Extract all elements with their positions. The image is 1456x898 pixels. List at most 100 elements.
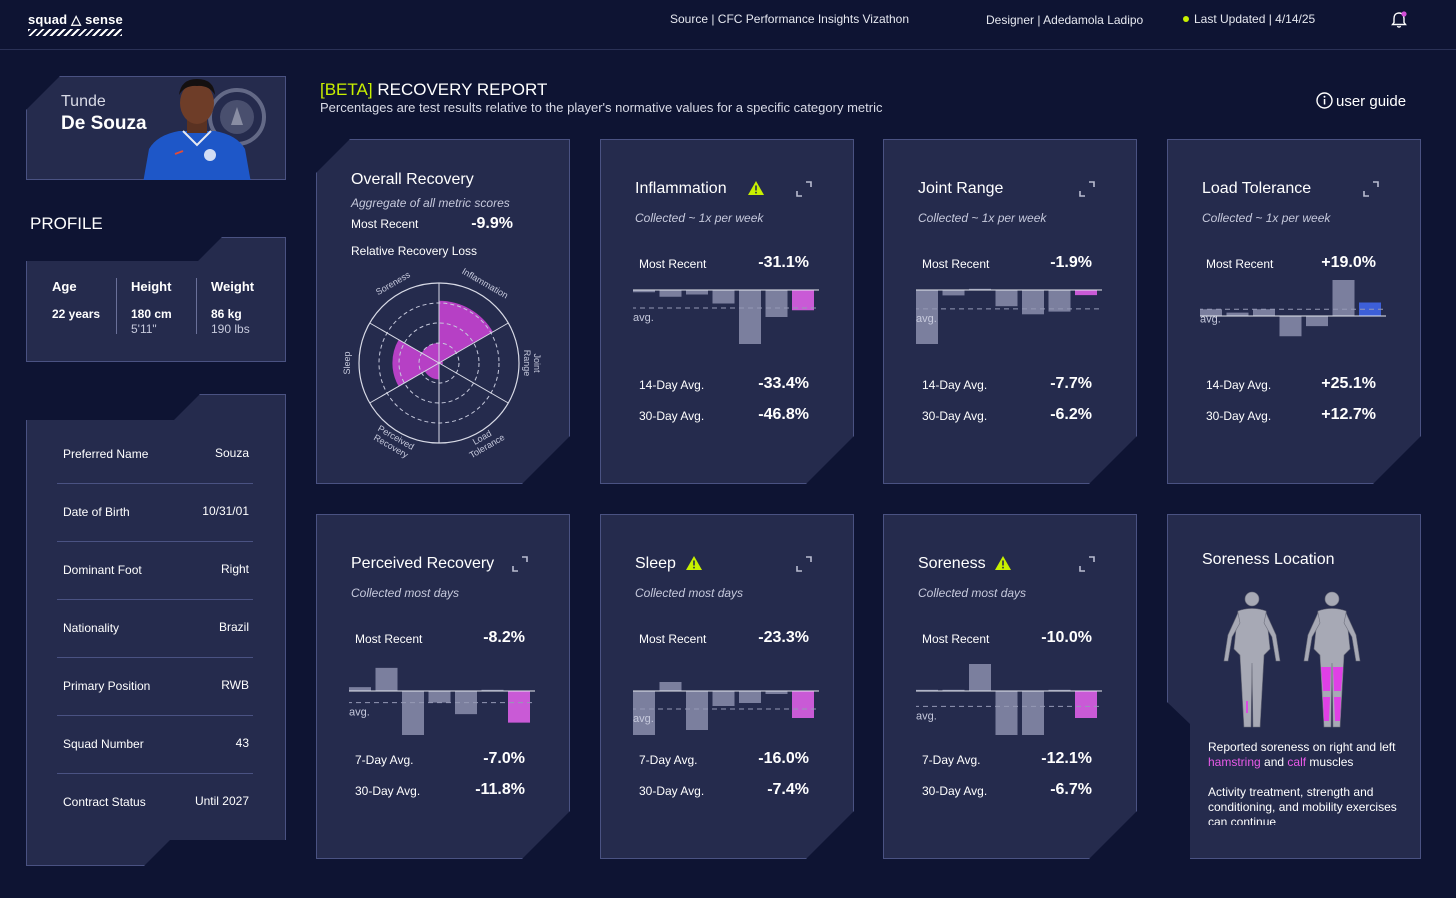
designer-text: Designer | Adedamola Ladipo bbox=[986, 13, 1144, 27]
profile-row-divider bbox=[57, 773, 253, 774]
weight-label: Weight bbox=[211, 279, 255, 294]
chart-bar bbox=[1306, 316, 1328, 326]
soreness-card[interactable]: Soreness Collected most days Most Recent… bbox=[883, 514, 1137, 859]
beta-tag: [BETA] bbox=[320, 80, 373, 99]
profile-row-value: Brazil bbox=[218, 620, 249, 634]
profile-row-label: Contract Status bbox=[63, 795, 146, 809]
radar-wedge bbox=[392, 340, 439, 387]
brand-logo[interactable]: squad △ sense bbox=[28, 12, 123, 28]
player-card: Tunde De Souza bbox=[26, 76, 286, 180]
source-text: Source | CFC Performance Insights Vizath… bbox=[670, 12, 910, 26]
user-guide-link[interactable]: user guide bbox=[1316, 92, 1406, 110]
soreness-avg1-label: 7-Day Avg. bbox=[922, 753, 981, 767]
chart-bar bbox=[508, 691, 530, 723]
sleep-most-recent-value: -23.3% bbox=[758, 629, 809, 646]
chart-bar bbox=[713, 290, 735, 304]
chart-bar bbox=[1200, 309, 1222, 316]
soreness-bar-chart: avg. bbox=[916, 655, 1106, 735]
height-label: Height bbox=[131, 279, 172, 294]
top-bar: squad △ sense Source | CFC Performance I… bbox=[0, 0, 1456, 50]
chart-bar bbox=[402, 691, 424, 735]
perceived-recovery-card[interactable]: Perceived Recovery Collected most days M… bbox=[316, 514, 570, 859]
sleep-avg2-value: -7.4% bbox=[767, 781, 809, 798]
average-label: avg. bbox=[1200, 313, 1221, 325]
chart-bar bbox=[633, 691, 655, 735]
radar-label: Sleep bbox=[342, 351, 352, 374]
load-tolerance-card[interactable]: Load Tolerance Collected ~ 1x per week M… bbox=[1167, 139, 1421, 484]
chart-bar bbox=[713, 691, 735, 706]
sleep-card[interactable]: Sleep Collected most days Most Recent -2… bbox=[600, 514, 854, 859]
expand-icon[interactable] bbox=[795, 555, 813, 573]
profile-stats-card: Age 22 years Height 180 cm 5'11" Weight … bbox=[26, 237, 286, 362]
chart-bar bbox=[969, 289, 991, 290]
inflammation-subtitle: Collected ~ 1x per week bbox=[635, 211, 764, 225]
soreness-desc-prefix: Reported soreness on right and left bbox=[1208, 740, 1396, 754]
sleep-avg1-value: -16.0% bbox=[758, 750, 809, 767]
profile-row-label: Squad Number bbox=[63, 737, 144, 751]
chart-bar bbox=[429, 691, 451, 703]
average-label: avg. bbox=[633, 312, 654, 324]
radar-label: Inflammation bbox=[460, 266, 510, 300]
chart-bar bbox=[1280, 316, 1302, 336]
average-label: avg. bbox=[349, 707, 370, 719]
expand-icon[interactable] bbox=[795, 180, 813, 198]
player-first-name: Tunde bbox=[61, 93, 106, 110]
chart-bar bbox=[1022, 290, 1044, 314]
profile-row-label: Primary Position bbox=[63, 679, 151, 693]
sleep-bar-chart: avg. bbox=[633, 655, 823, 735]
inflammation-avg2-value: -46.8% bbox=[758, 406, 809, 423]
profile-heading: PROFILE bbox=[30, 214, 103, 233]
soreness-most-recent-value: -10.0% bbox=[1041, 629, 1092, 646]
sleep-subtitle: Collected most days bbox=[635, 586, 744, 600]
chart-bar bbox=[943, 690, 965, 691]
triangle-icon: △ bbox=[71, 12, 82, 27]
profile-row-value: Until 2027 bbox=[194, 794, 249, 808]
joint-range-avg2-label: 30-Day Avg. bbox=[922, 409, 988, 423]
profile-row-label: Preferred Name bbox=[63, 447, 149, 461]
joint-range-card[interactable]: Joint Range Collected ~ 1x per week Most… bbox=[883, 139, 1137, 484]
sore-muscles bbox=[1246, 667, 1343, 721]
inflammation-card[interactable]: Inflammation Collected ~ 1x per week Mos… bbox=[600, 139, 854, 484]
weight-value: 86 kg bbox=[211, 307, 242, 321]
inflammation-bar-chart: avg. bbox=[633, 280, 823, 360]
perceived-recovery-avg2-value: -11.8% bbox=[475, 781, 525, 798]
perceived-recovery-subtitle: Collected most days bbox=[351, 586, 460, 600]
sleep-avg1-label: 7-Day Avg. bbox=[639, 753, 698, 767]
bell-icon[interactable] bbox=[1389, 10, 1409, 30]
body-map bbox=[1223, 591, 1361, 728]
expand-icon[interactable] bbox=[1078, 555, 1096, 573]
player-photo bbox=[143, 79, 251, 180]
expand-icon[interactable] bbox=[1078, 180, 1096, 198]
profile-row-divider bbox=[57, 599, 253, 600]
joint-range-most-recent-value: -1.9% bbox=[1050, 254, 1092, 271]
profile-row-divider bbox=[57, 483, 253, 484]
load-tolerance-most-recent-label: Most Recent bbox=[1206, 257, 1274, 271]
radar-label: JointRange bbox=[522, 350, 542, 377]
load-tolerance-subtitle: Collected ~ 1x per week bbox=[1202, 211, 1331, 225]
brand-left: squad bbox=[28, 12, 68, 27]
perceived-recovery-bar-chart: avg. bbox=[349, 655, 539, 735]
expand-icon[interactable] bbox=[1362, 180, 1380, 198]
soreness-most-recent-label: Most Recent bbox=[922, 632, 990, 646]
radar-spoke bbox=[439, 363, 508, 403]
warning-icon bbox=[685, 555, 703, 571]
soreness-desc-mid: and bbox=[1260, 755, 1288, 769]
joint-range-most-recent-label: Most Recent bbox=[922, 257, 990, 271]
sleep-title: Sleep bbox=[635, 555, 676, 572]
chart-bar bbox=[792, 691, 814, 718]
chart-bar bbox=[1049, 290, 1071, 312]
user-guide-text: user guide bbox=[1336, 93, 1407, 110]
stat-divider bbox=[116, 278, 117, 334]
profile-row-label: Dominant Foot bbox=[63, 563, 142, 577]
radar-wedge bbox=[439, 361, 443, 365]
inflammation-most-recent-value: -31.1% bbox=[758, 254, 809, 271]
expand-icon[interactable] bbox=[511, 555, 529, 573]
joint-range-title: Joint Range bbox=[918, 180, 1004, 197]
chart-bar bbox=[739, 290, 761, 344]
report-title-text: RECOVERY REPORT bbox=[377, 80, 548, 99]
stat-divider bbox=[196, 278, 197, 334]
chart-bar bbox=[916, 690, 938, 691]
load-tolerance-avg1-value: +25.1% bbox=[1321, 375, 1376, 392]
last-updated-text: Last Updated | 4/14/25 bbox=[1194, 12, 1316, 26]
load-tolerance-title: Load Tolerance bbox=[1202, 180, 1312, 197]
